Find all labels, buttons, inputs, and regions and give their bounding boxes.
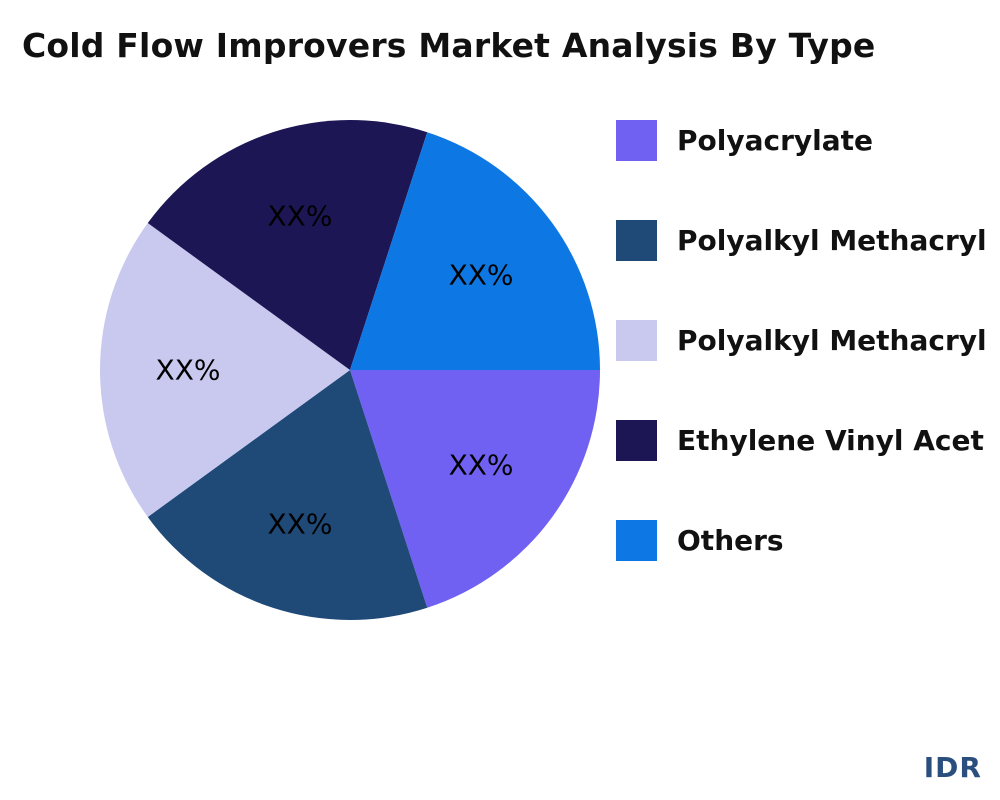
legend-label: Others (677, 523, 784, 557)
legend: Polyacrylate Polyalkyl Methacryl Polyalk… (616, 119, 1000, 619)
pie-slice-5 (350, 132, 600, 370)
slice-label-3: XX% (156, 354, 221, 387)
legend-item-others: Others (616, 519, 1000, 561)
legend-swatch (616, 219, 657, 261)
legend-item-polyalkyl-methacryl-1: Polyalkyl Methacryl (616, 219, 1000, 261)
chart-title: Cold Flow Improvers Market Analysis By T… (22, 26, 876, 65)
legend-item-ethylene-vinyl-acet: Ethylene Vinyl Acet (616, 419, 1000, 461)
pie-slice-4 (147, 120, 428, 370)
legend-swatch (616, 519, 657, 561)
legend-label: Ethylene Vinyl Acet (677, 423, 984, 457)
legend-swatch (616, 319, 657, 361)
legend-label: Polyacrylate (677, 123, 874, 157)
pie-slice-2 (147, 370, 428, 620)
legend-label: Polyalkyl Methacryl (677, 323, 987, 357)
legend-item-polyacrylate: Polyacrylate (616, 119, 1000, 161)
legend-swatch (616, 119, 657, 161)
brand-logo: IDR (923, 751, 982, 784)
slice-label-4: XX% (267, 199, 332, 232)
pie-slice-1 (350, 370, 600, 608)
pie-slice-3 (100, 223, 350, 517)
legend-swatch (616, 419, 657, 461)
slice-label-1: XX% (449, 449, 514, 482)
slice-label-5: XX% (449, 258, 514, 291)
legend-label: Polyalkyl Methacryl (677, 223, 987, 257)
legend-item-polyalkyl-methacryl-2: Polyalkyl Methacryl (616, 319, 1000, 361)
slice-label-2: XX% (267, 508, 332, 541)
